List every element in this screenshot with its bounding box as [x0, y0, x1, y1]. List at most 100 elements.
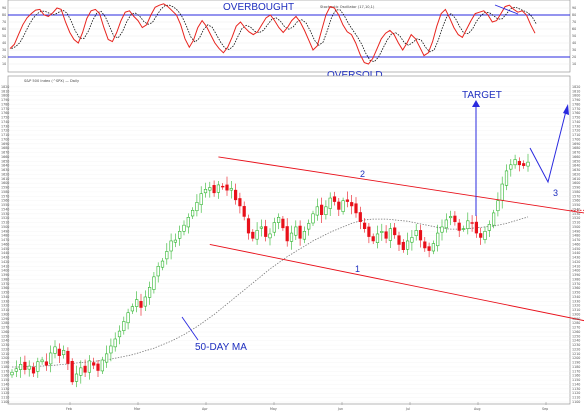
x-tick-label: Jun [337, 407, 343, 411]
price-tick-left: 1430 [1, 256, 9, 260]
price-tick-right: 1320 [572, 304, 580, 308]
price-tick-right: 1740 [572, 120, 580, 124]
price-tick-left: 1350 [1, 291, 9, 295]
candle-down [522, 163, 526, 166]
price-tick-right: 1410 [572, 264, 580, 268]
price-tick-left: 1500 [1, 225, 9, 229]
candle-up [431, 243, 436, 252]
candle-up [466, 220, 470, 229]
price-tick-left: 1470 [1, 238, 9, 242]
osc-tick-left: 70 [2, 20, 6, 24]
osc-tick-right: 40 [572, 41, 576, 45]
candle-up [504, 170, 509, 186]
price-tick-right: 1400 [572, 269, 580, 273]
candle-down [234, 189, 238, 201]
candle-down [212, 185, 216, 194]
candle-up [436, 232, 440, 247]
price-tick-right: 1460 [572, 242, 580, 246]
candle-down [57, 348, 61, 356]
candle-up [328, 197, 332, 209]
candle-down [453, 215, 457, 222]
candle-up [160, 260, 165, 268]
x-tick-label: Aug [474, 407, 480, 411]
candle-up [27, 365, 31, 370]
candle-up [259, 226, 264, 229]
candle-up [186, 217, 190, 228]
price-tick-right: 1800 [572, 94, 580, 98]
price-tick-left: 1460 [1, 242, 9, 246]
candle-up [440, 226, 444, 233]
wave-3-label: 3 [553, 188, 558, 198]
oscillator-header: Stochastic Oscillator (17,10,1) [320, 5, 375, 9]
price-tick-left: 1400 [1, 269, 9, 273]
candle-down [23, 361, 27, 370]
candle-up [126, 312, 130, 324]
osc-tick-right: 30 [572, 48, 576, 52]
price-tick-right: 1690 [572, 142, 580, 146]
candle-down [345, 199, 350, 202]
candle-up [487, 224, 491, 231]
osc-tick-left: 60 [2, 27, 6, 31]
candle-down [285, 226, 289, 242]
price-tick-left: 1660 [1, 155, 9, 159]
candle-up [87, 360, 91, 373]
target-label: TARGET [462, 90, 502, 101]
price-tick-right: 1820 [572, 85, 580, 89]
candle-up [324, 206, 328, 215]
candle-down [367, 226, 371, 237]
price-tick-right: 1560 [572, 199, 580, 203]
candle-up [113, 338, 117, 348]
candle-down [427, 246, 431, 251]
price-tick-left: 1580 [1, 190, 9, 194]
candle-down [44, 361, 48, 366]
price-tick-left: 1440 [1, 251, 9, 255]
price-tick-left: 1100 [1, 400, 9, 404]
wave-2-label: 2 [360, 169, 365, 179]
candle-down [457, 222, 461, 231]
osc-tick-right: 20 [572, 55, 576, 59]
price-tick-left: 1150 [1, 378, 9, 382]
price-tick-left: 1670 [1, 151, 9, 155]
price-tick-right: 1520 [572, 216, 580, 220]
price-tick-left: 1370 [1, 282, 9, 286]
candle-up [491, 212, 496, 226]
candle-up [444, 219, 448, 229]
candle-down [251, 231, 255, 239]
candle-up [448, 216, 453, 219]
candle-up [203, 188, 208, 194]
osc-tick-right: 50 [572, 34, 576, 38]
osc-tick-left: 50 [2, 34, 6, 38]
candle-up [199, 193, 203, 205]
price-tick-left: 1160 [1, 374, 9, 378]
target-arrow-head [472, 100, 480, 107]
price-tick-right: 1480 [572, 234, 580, 238]
price-tick-left: 1750 [1, 116, 9, 120]
price-tick-right: 1670 [572, 151, 580, 155]
price-tick-right: 1210 [572, 352, 580, 356]
candle-up [105, 353, 109, 363]
price-tick-right: 1570 [572, 194, 580, 198]
candle-up [14, 368, 18, 372]
candle-down [362, 222, 367, 229]
candle-up [109, 345, 113, 354]
price-tick-left: 1620 [1, 172, 9, 176]
candle-up [152, 276, 156, 290]
ma-label-pointer [181, 316, 199, 341]
price-tick-right: 1430 [572, 256, 580, 260]
candle-up [410, 237, 414, 243]
price-tick-left: 1650 [1, 159, 9, 163]
divergence-line [494, 4, 519, 15]
candle-down [371, 236, 375, 242]
price-tick-left: 1340 [1, 295, 9, 299]
candle-down [139, 301, 143, 308]
price-tick-left: 1230 [1, 343, 9, 347]
price-tick-left: 1610 [1, 177, 9, 181]
price-tick-right: 1490 [572, 229, 580, 233]
candle-up [513, 159, 517, 166]
osc-tick-right: 80 [572, 13, 576, 17]
x-tick-labels: Feb Mar Apr May Jun Jul Aug Sep [66, 402, 548, 411]
price-tick-left: 1820 [1, 85, 9, 89]
candle-down [423, 241, 427, 249]
price-tick-right: 1250 [572, 334, 580, 338]
